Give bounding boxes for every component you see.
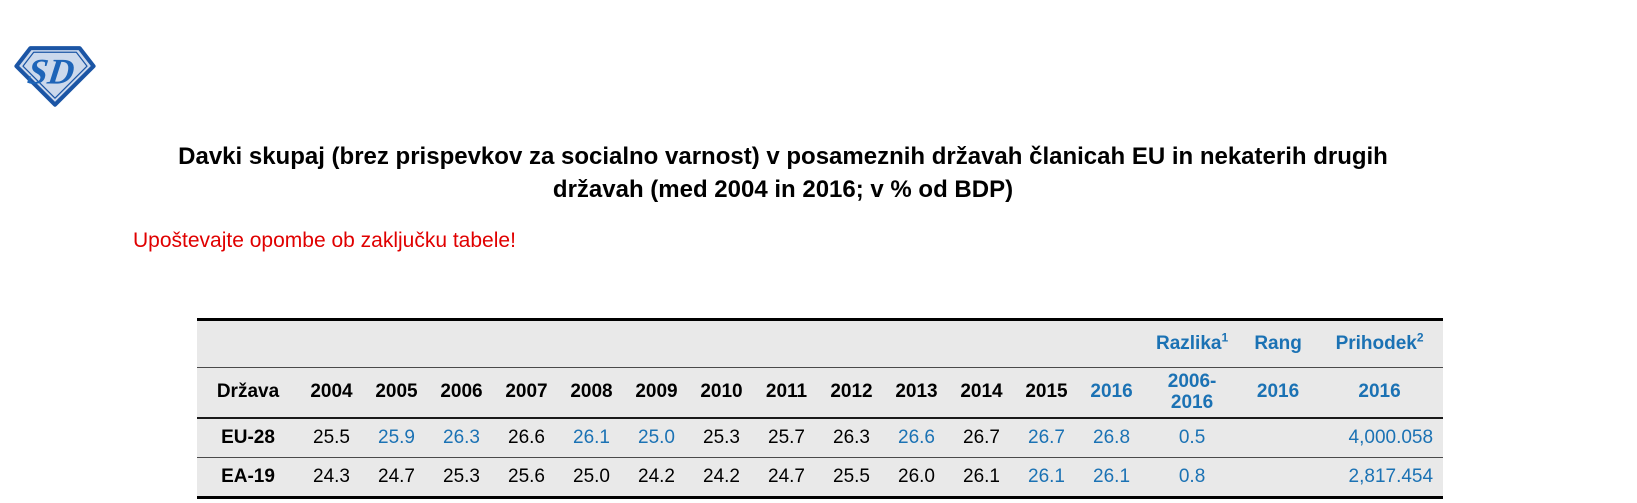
col-group-razlika-label: Razlika bbox=[1155, 333, 1222, 354]
col-group-rang: Rang bbox=[1240, 320, 1316, 368]
value-cell-2011: 25.7 bbox=[768, 426, 805, 448]
col-year-2012: 2012 bbox=[830, 381, 873, 403]
value-cell-2007: 25.6 bbox=[508, 466, 545, 487]
col-rang-year: 2016 bbox=[1256, 381, 1300, 403]
col-year-2015: 2015 bbox=[1025, 381, 1068, 403]
col-country: Država bbox=[216, 381, 280, 403]
table-row-eu-28: EU-28 25.5 25.9 26.3 26.6 26.1 25.0 25.3 25.7 26.… bbox=[197, 418, 1444, 458]
value-cell-2016: 26.1 bbox=[1093, 466, 1131, 487]
col-prihodek-year: 2016 bbox=[1358, 381, 1401, 403]
table-header-row: Država 2004 2005 2006 2007 2008 2009 2010 2011 2… bbox=[197, 368, 1444, 418]
sd-logo-graphic: SD bbox=[14, 46, 96, 107]
col-year-2005: 2005 bbox=[375, 381, 418, 403]
value-cell-2013: 26.0 bbox=[898, 466, 935, 487]
col-year-2014: 2014 bbox=[960, 381, 1003, 403]
value-cell-2012: 25.5 bbox=[833, 466, 870, 487]
sd-logo-initials: SD bbox=[25, 52, 77, 92]
value-cell-2004: 24.3 bbox=[313, 466, 350, 487]
value-cell-2005: 25.9 bbox=[378, 426, 415, 448]
value-cell-2011: 24.7 bbox=[768, 466, 805, 487]
value-cell-2015: 26.1 bbox=[1028, 466, 1065, 487]
prihodek-cell: 2,817.454 bbox=[1348, 466, 1434, 487]
value-cell-2005: 24.7 bbox=[378, 466, 415, 487]
group-header-spacer bbox=[197, 320, 1144, 368]
sd-logo: SD bbox=[14, 44, 96, 108]
col-year-2013: 2013 bbox=[895, 381, 938, 403]
razlika-footnote-marker: 1 bbox=[1221, 330, 1229, 345]
value-cell-2006: 26.3 bbox=[443, 426, 480, 448]
col-year-2011: 2011 bbox=[765, 381, 808, 403]
col-year-2004: 2004 bbox=[310, 381, 353, 403]
value-cell-2007: 26.6 bbox=[508, 426, 545, 448]
razlika-cell: 0.8 bbox=[1178, 466, 1206, 487]
col-year-2009: 2009 bbox=[635, 381, 678, 403]
country-cell: EA-19 bbox=[221, 466, 275, 487]
table-group-header-row: Razlika1 Rang Prihodek2 bbox=[197, 320, 1444, 368]
prihodek-cell: 4,000.058 bbox=[1348, 426, 1434, 448]
col-group-prihodek: Prihodek2 bbox=[1316, 320, 1443, 368]
col-group-rang-label: Rang bbox=[1254, 333, 1302, 354]
value-cell-2013: 26.6 bbox=[898, 426, 935, 448]
notes-warning: Upoštevajte opombe ob zaključku tabele! bbox=[133, 229, 516, 252]
prihodek-footnote-marker: 2 bbox=[1416, 330, 1424, 345]
col-razlika-period: 2006- 2016 bbox=[1167, 371, 1217, 414]
value-cell-2014: 26.7 bbox=[963, 426, 1000, 448]
value-cell-2010: 24.2 bbox=[703, 466, 740, 487]
col-group-prihodek-label: Prihodek bbox=[1335, 333, 1417, 354]
value-cell-2015: 26.7 bbox=[1028, 426, 1065, 448]
value-cell-2014: 26.1 bbox=[963, 466, 1000, 487]
col-year-2007: 2007 bbox=[505, 381, 548, 403]
razlika-cell: 0.5 bbox=[1178, 426, 1206, 448]
col-year-2016: 2016 bbox=[1090, 381, 1133, 403]
value-cell-2010: 25.3 bbox=[703, 426, 740, 448]
value-cell-2008: 26.1 bbox=[573, 426, 610, 448]
col-year-2006: 2006 bbox=[440, 381, 483, 403]
rang-cell bbox=[1240, 418, 1316, 458]
rang-cell bbox=[1240, 458, 1316, 498]
tax-table: Razlika1 Rang Prihodek2 Država 2004 2005 2… bbox=[197, 318, 1444, 499]
value-cell-2008: 25.0 bbox=[573, 466, 610, 487]
value-cell-2009: 24.2 bbox=[638, 466, 675, 487]
value-cell-2012: 26.3 bbox=[833, 426, 870, 448]
table-row-ea-19: EA-19 24.3 24.7 25.3 25.6 25.0 24.2 24.2 24.7 25.… bbox=[197, 458, 1443, 498]
value-cell-2006: 25.3 bbox=[443, 466, 480, 487]
col-group-razlika: Razlika1 bbox=[1144, 320, 1240, 368]
value-cell-2009: 25.0 bbox=[638, 426, 675, 448]
value-cell-2004: 25.5 bbox=[313, 426, 350, 448]
country-cell: EU-28 bbox=[221, 426, 275, 448]
col-year-2010: 2010 bbox=[700, 381, 743, 403]
page-title: Davki skupaj (brez prispevkov za socialn… bbox=[178, 143, 1388, 203]
value-cell-2016: 26.8 bbox=[1093, 426, 1131, 448]
col-year-2008: 2008 bbox=[570, 381, 613, 403]
